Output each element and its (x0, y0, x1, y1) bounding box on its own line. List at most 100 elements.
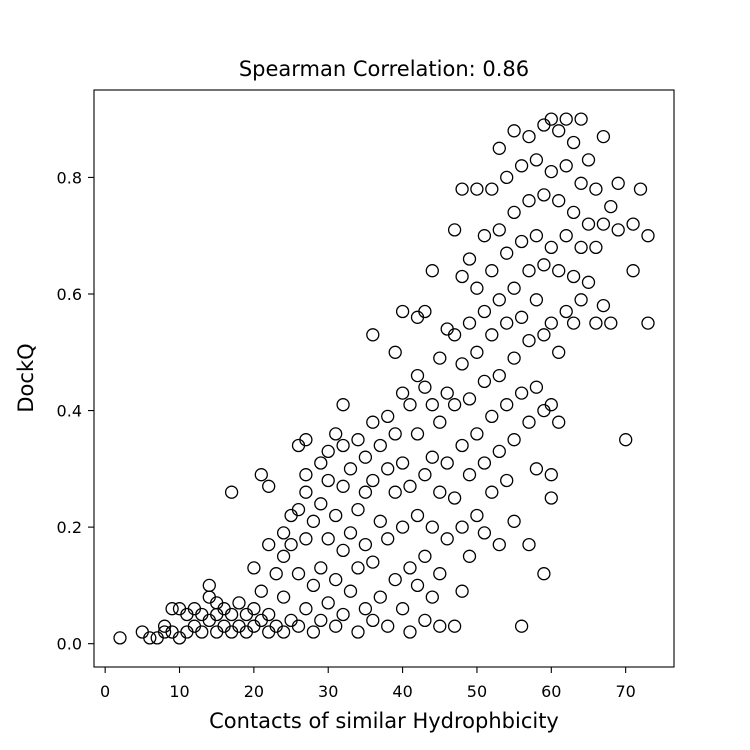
data-point (195, 625, 209, 639)
data-point (529, 229, 544, 243)
data-points (113, 112, 655, 645)
data-point (529, 380, 544, 394)
data-point (329, 427, 343, 441)
data-point (462, 468, 477, 482)
x-tick-label: 0 (100, 682, 110, 701)
data-point (552, 264, 566, 278)
data-point (574, 240, 588, 255)
data-point (299, 468, 313, 482)
data-point (537, 258, 551, 272)
data-point (455, 357, 469, 371)
data-point (433, 485, 447, 499)
data-point (239, 607, 254, 622)
data-point (589, 240, 603, 255)
data-point (172, 631, 187, 645)
data-point (581, 217, 596, 231)
data-point (403, 625, 417, 639)
data-point (276, 625, 291, 639)
data-point (329, 508, 343, 523)
data-point (314, 497, 328, 511)
data-point (425, 450, 439, 464)
data-point (418, 549, 432, 563)
data-point (403, 398, 417, 412)
data-point (373, 438, 387, 453)
data-point (566, 205, 581, 220)
data-point (410, 368, 425, 383)
data-point (336, 398, 350, 412)
data-point (596, 129, 611, 144)
data-point (224, 485, 239, 499)
data-point (262, 607, 276, 622)
data-point (358, 602, 373, 616)
data-point (321, 444, 335, 459)
data-point (477, 304, 492, 319)
data-point (247, 561, 261, 575)
data-point (566, 135, 581, 150)
data-point (403, 479, 417, 493)
data-point (589, 316, 603, 330)
data-point (559, 229, 573, 243)
data-point (641, 229, 655, 243)
data-point (559, 159, 573, 173)
data-point (262, 479, 276, 493)
data-point (433, 415, 447, 429)
data-point (321, 473, 335, 488)
data-point (381, 619, 395, 633)
data-point (492, 537, 506, 552)
data-point (462, 549, 477, 563)
data-point (514, 310, 529, 324)
data-point (314, 613, 328, 628)
x-tick-label: 20 (244, 682, 264, 701)
data-point (507, 124, 521, 138)
data-point (500, 316, 514, 330)
data-point (574, 293, 588, 307)
data-point (343, 462, 358, 476)
data-point (440, 386, 454, 400)
data-point (276, 549, 291, 563)
data-point (299, 602, 313, 616)
data-point (500, 246, 514, 260)
data-point (611, 223, 625, 237)
data-point (522, 537, 536, 552)
data-point (306, 578, 321, 593)
data-point (425, 520, 439, 534)
data-point (395, 602, 410, 616)
data-point (611, 176, 625, 190)
data-point (619, 433, 633, 447)
data-point (381, 532, 395, 546)
data-point (336, 543, 350, 558)
data-point (351, 433, 365, 447)
data-point (529, 462, 544, 476)
data-point (329, 572, 343, 587)
data-point (321, 532, 335, 546)
data-point (455, 584, 469, 598)
data-point (418, 613, 432, 628)
data-point (604, 199, 618, 214)
data-point (537, 403, 551, 418)
y-axis-ticks: 0.0 0.2 0.4 0.6 0.8 (57, 168, 94, 654)
data-point (537, 118, 551, 132)
data-point (544, 240, 558, 255)
x-tick-label: 10 (169, 682, 189, 701)
data-point (477, 374, 492, 389)
data-point (544, 468, 558, 482)
data-point (581, 153, 596, 167)
data-point (455, 520, 469, 534)
data-point (470, 345, 484, 359)
data-point (462, 316, 477, 330)
data-point (492, 293, 506, 307)
data-point (492, 141, 506, 155)
data-point (395, 304, 410, 319)
data-point (574, 112, 588, 126)
y-tick-label: 0.8 (57, 168, 82, 187)
data-point (522, 129, 536, 144)
data-point (366, 415, 380, 429)
data-point (343, 584, 358, 598)
data-point (485, 485, 499, 499)
data-point (544, 398, 558, 412)
data-point (514, 619, 529, 633)
data-point (462, 252, 477, 266)
data-point (433, 619, 447, 633)
data-point (366, 613, 380, 628)
